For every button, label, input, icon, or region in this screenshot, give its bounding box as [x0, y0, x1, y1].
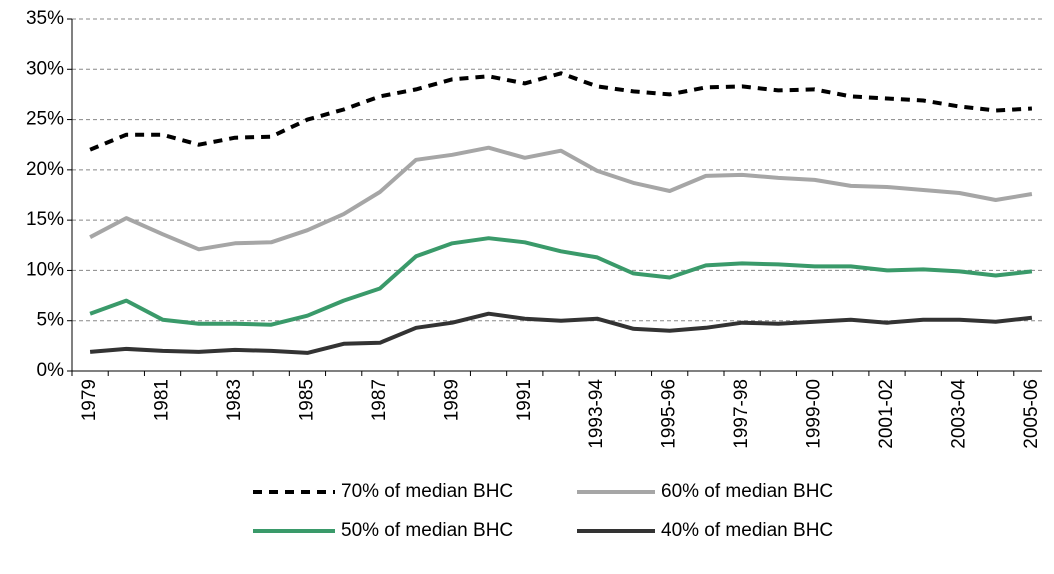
x-tick-label: 1991 — [514, 379, 535, 421]
x-tick-label: 1997-98 — [731, 379, 752, 449]
x-tick-label: 1979 — [79, 379, 100, 421]
legend-label: 60% of median BHC — [661, 481, 833, 502]
y-tick-label: 10% — [26, 259, 64, 280]
x-tick-label: 1993-94 — [586, 379, 607, 449]
x-tick-label: 1999-00 — [804, 379, 825, 449]
x-tick-label: 2001-02 — [876, 379, 897, 449]
y-tick-label: 5% — [37, 310, 65, 331]
legend-label: 40% of median BHC — [661, 520, 833, 541]
y-tick-label: 35% — [26, 8, 64, 29]
series-line — [89, 145, 1033, 252]
series-line — [89, 71, 1033, 152]
x-tick-label: 1987 — [369, 379, 390, 421]
x-tick-label: 2005-06 — [1021, 379, 1042, 449]
y-tick-label: 20% — [26, 159, 64, 180]
legend-label: 70% of median BHC — [341, 481, 513, 502]
y-tick-label: 15% — [26, 209, 64, 230]
x-tick-label: 2003-04 — [948, 379, 969, 449]
y-tick-label: 25% — [26, 109, 64, 130]
x-tick-label: 1981 — [152, 379, 173, 421]
x-tick-label: 1983 — [224, 379, 245, 421]
series-line — [89, 236, 1033, 327]
y-tick-label: 0% — [37, 360, 65, 381]
x-tick-label: 1995-96 — [659, 379, 680, 449]
x-tick-label: 1985 — [296, 379, 317, 421]
x-tick-label: 1989 — [441, 379, 462, 421]
series-line — [89, 311, 1033, 355]
legend-label: 50% of median BHC — [341, 520, 513, 541]
y-tick-label: 30% — [26, 58, 64, 79]
